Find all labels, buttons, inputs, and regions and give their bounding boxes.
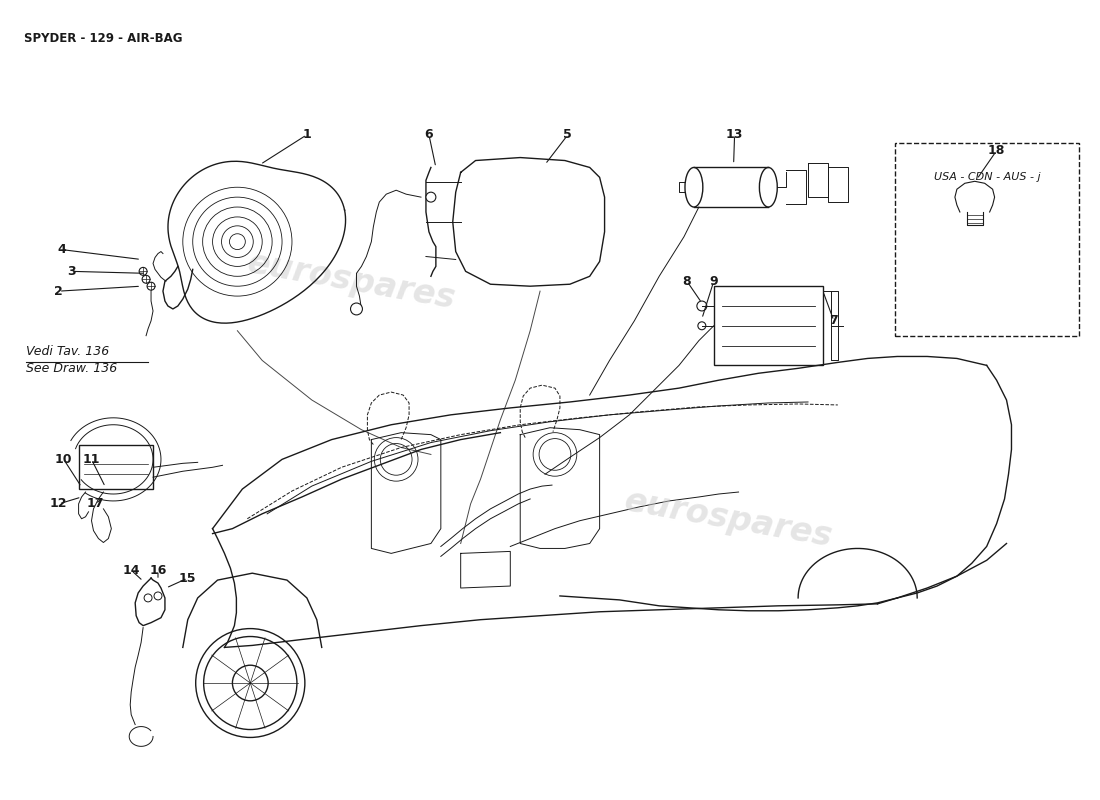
Circle shape (142, 275, 150, 283)
Circle shape (351, 303, 362, 315)
Circle shape (697, 301, 707, 311)
Circle shape (139, 267, 147, 275)
Text: 17: 17 (87, 498, 104, 510)
Text: 11: 11 (82, 453, 100, 466)
Text: 3: 3 (67, 265, 76, 278)
Circle shape (144, 594, 152, 602)
Text: 12: 12 (50, 498, 67, 510)
Text: USA - CDN - AUS - j: USA - CDN - AUS - j (934, 172, 1041, 182)
Bar (78, 445, 153, 489)
Text: See Draw. 136: See Draw. 136 (26, 362, 118, 375)
Text: eurospares: eurospares (245, 246, 459, 316)
Text: 1: 1 (302, 128, 311, 142)
Text: 7: 7 (829, 314, 838, 327)
Text: 5: 5 (563, 128, 572, 142)
Text: Vedi Tav. 136: Vedi Tav. 136 (26, 346, 109, 358)
Circle shape (426, 192, 436, 202)
Text: eurospares: eurospares (621, 484, 835, 554)
Text: 14: 14 (122, 564, 140, 577)
Text: 16: 16 (150, 564, 167, 577)
Text: 6: 6 (425, 128, 433, 142)
Text: 13: 13 (726, 128, 744, 142)
Circle shape (147, 282, 155, 290)
Bar (895, 142, 1079, 336)
Circle shape (154, 592, 162, 600)
Bar (714, 286, 823, 366)
Text: 18: 18 (988, 144, 1005, 157)
Text: 8: 8 (683, 274, 691, 288)
Text: 4: 4 (57, 243, 66, 256)
Text: 10: 10 (55, 453, 73, 466)
Text: 15: 15 (179, 572, 197, 585)
Text: 2: 2 (54, 285, 63, 298)
Text: SPYDER - 129 - AIR-BAG: SPYDER - 129 - AIR-BAG (24, 32, 183, 45)
Text: 9: 9 (710, 274, 718, 288)
Circle shape (697, 322, 706, 330)
